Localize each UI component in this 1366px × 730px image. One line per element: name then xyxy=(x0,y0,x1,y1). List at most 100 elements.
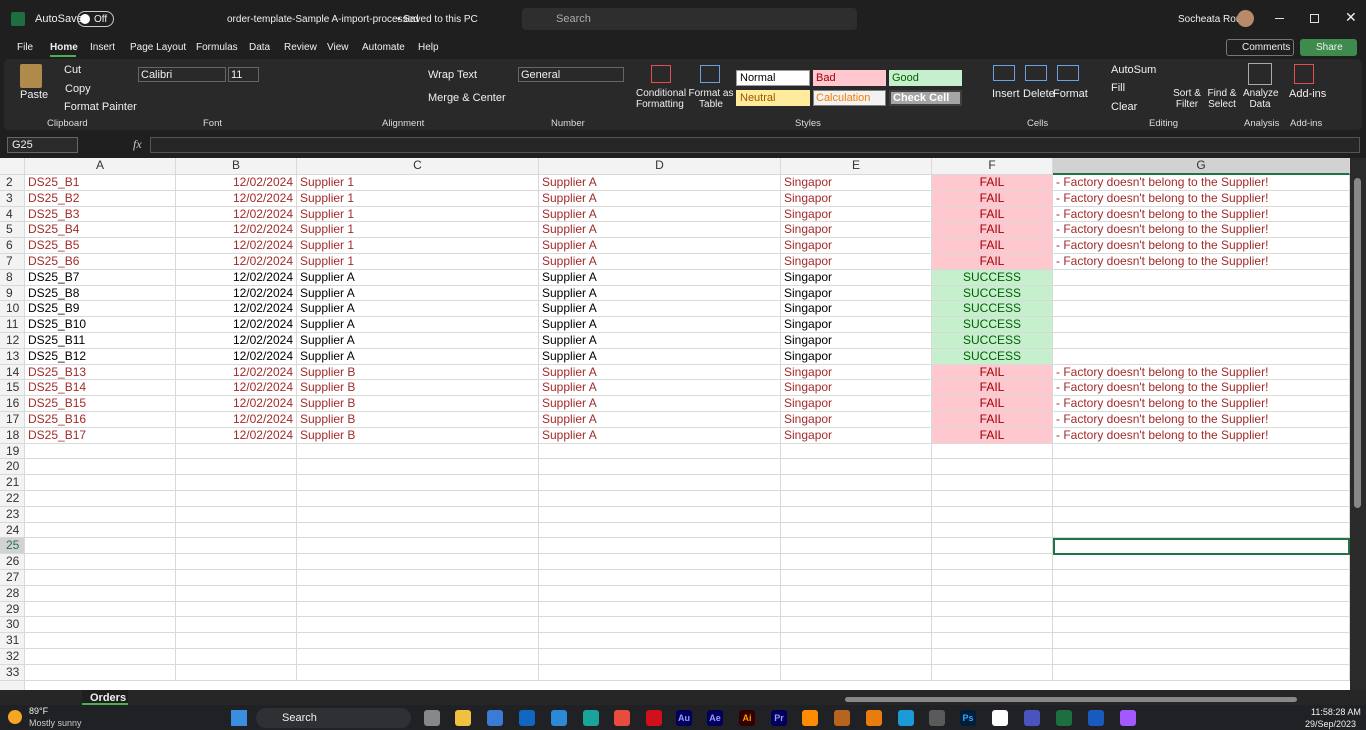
app-icon[interactable] xyxy=(929,710,945,726)
cell[interactable]: Supplier A xyxy=(297,333,539,349)
empty-cell[interactable] xyxy=(781,601,932,618)
empty-cell[interactable] xyxy=(781,538,932,555)
row-header[interactable]: 18 xyxy=(0,427,25,444)
cell[interactable]: - Factory doesn't belong to the Supplier… xyxy=(1053,380,1350,397)
app-icon[interactable]: Pr xyxy=(771,710,787,726)
empty-cell[interactable] xyxy=(176,522,297,539)
cell[interactable]: Singapor xyxy=(781,206,932,223)
empty-cell[interactable] xyxy=(176,664,297,681)
empty-cell[interactable] xyxy=(781,491,932,507)
cell[interactable]: Supplier A xyxy=(539,301,781,318)
row-header[interactable]: 16 xyxy=(0,396,25,412)
cell[interactable]: 12/02/2024 xyxy=(176,190,297,207)
row-header[interactable]: 2 xyxy=(0,175,25,191)
ribbon-tab[interactable]: Review xyxy=(284,42,317,53)
empty-cell[interactable] xyxy=(539,649,781,665)
ribbon-button-label[interactable]: Conditional Formatting xyxy=(636,88,687,110)
empty-cell[interactable] xyxy=(539,475,781,491)
empty-cell[interactable] xyxy=(539,601,781,618)
empty-cell[interactable] xyxy=(25,506,176,523)
row-header[interactable]: 23 xyxy=(0,506,25,523)
empty-cell[interactable] xyxy=(297,601,539,618)
formula-input[interactable] xyxy=(150,137,1360,153)
row-header[interactable]: 12 xyxy=(0,333,25,349)
empty-cell[interactable] xyxy=(297,506,539,523)
maximize[interactable] xyxy=(1310,14,1319,23)
cell[interactable]: 12/02/2024 xyxy=(176,396,297,412)
cell[interactable]: Singapor xyxy=(781,222,932,239)
empty-cell[interactable] xyxy=(25,491,176,507)
cell[interactable]: - Factory doesn't belong to the Supplier… xyxy=(1053,396,1350,412)
empty-cell[interactable] xyxy=(1053,617,1350,634)
cell[interactable]: DS25_B1 xyxy=(25,175,176,191)
empty-cell[interactable] xyxy=(25,570,176,586)
ribbon-label[interactable]: Copy xyxy=(65,83,91,95)
cell[interactable]: 12/02/2024 xyxy=(176,254,297,270)
cell[interactable]: Supplier A xyxy=(297,348,539,365)
empty-cell[interactable] xyxy=(1053,269,1350,286)
cell[interactable]: DS25_B9 xyxy=(25,301,176,318)
empty-cell[interactable] xyxy=(176,538,297,555)
column-header[interactable]: F xyxy=(932,158,1053,175)
row-header[interactable]: 17 xyxy=(0,412,25,428)
empty-cell[interactable] xyxy=(539,491,781,507)
empty-cell[interactable] xyxy=(297,570,539,586)
cell[interactable]: Singapor xyxy=(781,254,932,270)
cell[interactable]: Supplier A xyxy=(539,175,781,191)
empty-cell[interactable] xyxy=(539,538,781,555)
row-header[interactable]: 25 xyxy=(0,538,25,555)
cell[interactable]: Supplier 1 xyxy=(297,175,539,191)
row-header[interactable]: 11 xyxy=(0,317,25,333)
cell[interactable]: FAIL xyxy=(932,254,1053,270)
ribbon-label[interactable]: Fill xyxy=(1111,82,1126,94)
ribbon-label[interactable]: Paste xyxy=(20,89,49,101)
row-header[interactable]: 30 xyxy=(0,617,25,634)
empty-cell[interactable] xyxy=(932,601,1053,618)
cell[interactable]: - Factory doesn't belong to the Supplier… xyxy=(1053,238,1350,254)
empty-cell[interactable] xyxy=(781,475,932,491)
cell[interactable]: SUCCESS xyxy=(932,269,1053,286)
empty-cell[interactable] xyxy=(539,585,781,602)
empty-cell[interactable] xyxy=(176,554,297,570)
row-header[interactable]: 26 xyxy=(0,554,25,570)
name-box[interactable] xyxy=(7,137,78,153)
empty-cell[interactable] xyxy=(25,617,176,634)
cell[interactable]: DS25_B15 xyxy=(25,396,176,412)
ribbon-tab[interactable]: Help xyxy=(418,42,439,53)
ribbon-button-label[interactable]: Sort & Filter xyxy=(1173,88,1201,110)
style-check[interactable] xyxy=(889,90,962,106)
empty-cell[interactable] xyxy=(25,585,176,602)
cell[interactable]: DS25_B6 xyxy=(25,254,176,270)
cell[interactable]: 12/02/2024 xyxy=(176,206,297,223)
empty-cell[interactable] xyxy=(1053,649,1350,665)
empty-cell[interactable] xyxy=(176,506,297,523)
ribbon-label[interactable]: Insert xyxy=(992,88,1020,100)
cell[interactable]: 12/02/2024 xyxy=(176,364,297,381)
app-icon[interactable] xyxy=(1120,710,1136,726)
empty-cell[interactable] xyxy=(297,617,539,634)
cell[interactable]: Singapor xyxy=(781,427,932,444)
app-icon[interactable] xyxy=(802,710,818,726)
cell[interactable]: FAIL xyxy=(932,412,1053,428)
row-header[interactable]: 32 xyxy=(0,649,25,665)
app-icon[interactable] xyxy=(424,710,440,726)
empty-cell[interactable] xyxy=(781,554,932,570)
row-header[interactable]: 20 xyxy=(0,459,25,476)
app-icon[interactable]: Ai xyxy=(739,710,755,726)
empty-cell[interactable] xyxy=(297,491,539,507)
empty-cell[interactable] xyxy=(1053,475,1350,491)
empty-cell[interactable] xyxy=(932,649,1053,665)
taskbar-search[interactable] xyxy=(256,708,411,728)
empty-cell[interactable] xyxy=(297,538,539,555)
empty-cell[interactable] xyxy=(781,617,932,634)
empty-cell[interactable] xyxy=(25,601,176,618)
saved-status[interactable]: • Saved to this PC xyxy=(397,14,478,25)
cell[interactable]: Supplier A xyxy=(539,254,781,270)
row-header[interactable]: 10 xyxy=(0,301,25,318)
cell[interactable]: FAIL xyxy=(932,206,1053,223)
empty-cell[interactable] xyxy=(1053,601,1350,618)
sheet-tab[interactable] xyxy=(82,690,128,705)
cell[interactable]: DS25_B16 xyxy=(25,412,176,428)
empty-cell[interactable] xyxy=(539,459,781,476)
empty-cell[interactable] xyxy=(25,649,176,665)
